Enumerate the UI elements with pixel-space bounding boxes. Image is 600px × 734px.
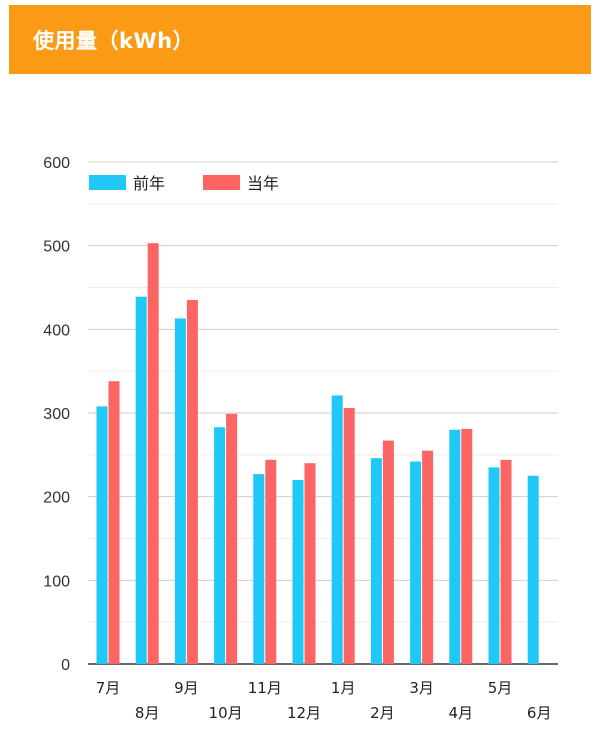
y-tick-label: 300 xyxy=(43,406,70,423)
bar-curr-year xyxy=(500,459,512,664)
y-tick-label: 100 xyxy=(43,573,70,590)
bar-prev-year xyxy=(292,479,304,664)
x-tick-label: 3月 xyxy=(409,679,434,697)
bar-prev-year xyxy=(527,475,539,664)
bar-curr-year xyxy=(186,300,198,664)
legend-swatch-curr-year xyxy=(203,175,240,190)
x-axis-ticks: 7月 8月 9月 10月 11月 12月 1月 2月 3月 4月 5月 6月 xyxy=(96,679,552,722)
chart-bars xyxy=(96,243,539,664)
chart-grid xyxy=(88,161,558,665)
bar-curr-year xyxy=(343,407,355,664)
page-title: 使用量（kWh） xyxy=(33,28,195,53)
bar-curr-year xyxy=(422,450,434,664)
x-tick-label: 11月 xyxy=(248,679,282,697)
y-tick-label: 500 xyxy=(43,239,70,256)
bar-prev-year xyxy=(253,474,265,664)
x-tick-label: 1月 xyxy=(331,679,356,697)
x-tick-label: 8月 xyxy=(135,704,160,722)
chart-header: 使用量（kWh） xyxy=(9,5,591,74)
y-axis-ticks: 0 100 200 300 400 500 600 xyxy=(43,155,70,674)
bar-prev-year xyxy=(449,429,461,664)
y-tick-label: 200 xyxy=(43,490,70,507)
legend-label-curr-year: 当年 xyxy=(247,174,279,193)
bar-curr-year xyxy=(108,381,120,664)
x-tick-label: 6月 xyxy=(527,704,552,722)
chart-legend: 前年 当年 xyxy=(89,174,279,193)
bar-prev-year xyxy=(410,461,422,664)
bar-curr-year xyxy=(147,243,159,664)
x-tick-label: 7月 xyxy=(96,679,121,697)
legend-swatch-prev-year xyxy=(89,175,126,190)
y-tick-label: 400 xyxy=(43,322,70,339)
y-tick-label: 0 xyxy=(61,657,70,674)
bar-prev-year xyxy=(331,395,343,664)
bar-curr-year xyxy=(265,459,277,664)
x-tick-label: 10月 xyxy=(209,704,243,722)
x-tick-label: 4月 xyxy=(449,704,474,722)
x-tick-label: 9月 xyxy=(174,679,199,697)
bar-prev-year xyxy=(96,406,108,664)
bar-prev-year xyxy=(370,458,382,664)
x-tick-label: 12月 xyxy=(287,704,321,722)
bar-curr-year xyxy=(226,413,238,664)
bar-curr-year xyxy=(304,463,316,664)
x-tick-label: 5月 xyxy=(488,679,513,697)
bar-prev-year xyxy=(488,467,500,664)
bar-prev-year xyxy=(135,296,147,664)
x-tick-label: 2月 xyxy=(370,704,395,722)
bar-curr-year xyxy=(461,428,473,664)
legend-label-prev-year: 前年 xyxy=(133,174,165,193)
bar-curr-year xyxy=(382,440,394,664)
bar-prev-year xyxy=(214,427,226,664)
y-tick-label: 600 xyxy=(43,155,70,172)
bar-prev-year xyxy=(174,318,186,664)
